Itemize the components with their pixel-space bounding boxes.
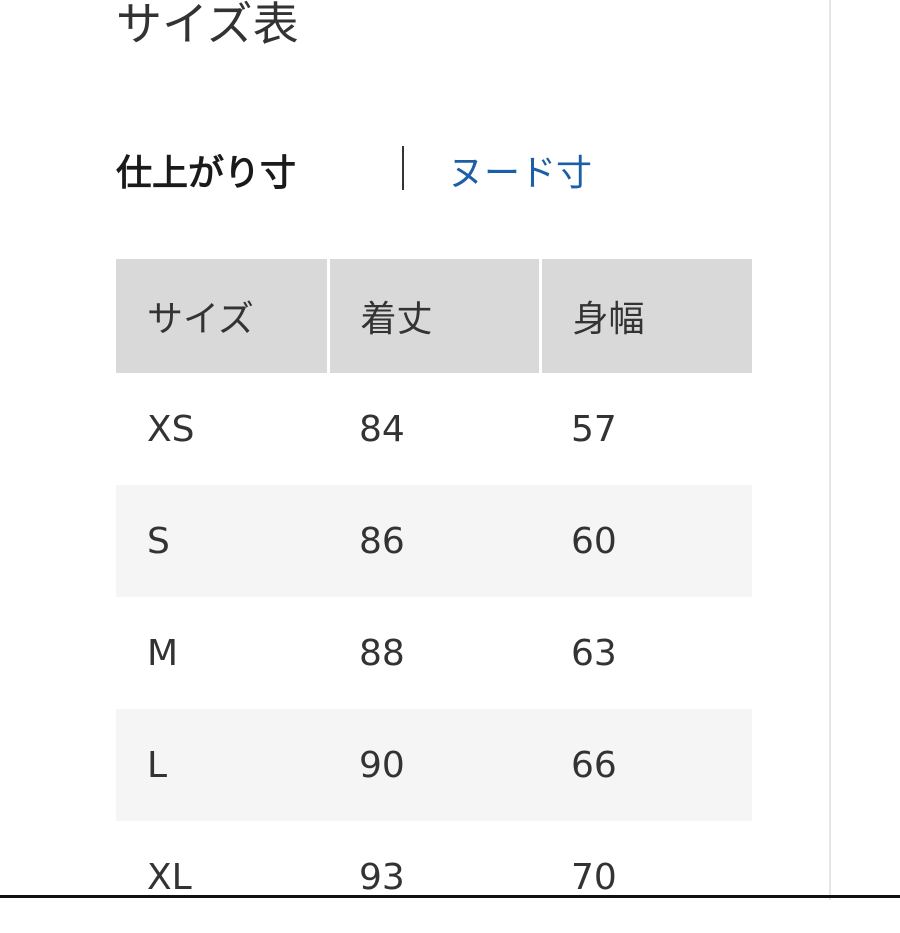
table-cell: 60 [540,485,752,597]
table-row: S 86 60 [116,485,752,597]
table-cell: XL [147,856,192,898]
table-cell: 84 [359,408,405,450]
table-cell: 93 [359,856,405,898]
table-cell: 66 [540,709,752,821]
panel-border [829,0,831,900]
table-row: L 90 66 [116,709,752,821]
column-header: サイズ [116,259,330,373]
table-cell: 70 [571,856,617,898]
table-row: XS 84 57 [116,373,752,485]
table-cell: 57 [571,408,617,450]
page: サイズ表 仕上がり寸 ヌード寸 サイズ 着丈 身幅 XS 84 57 S 86 60 M 88 63… [0,0,900,900]
column-header: 身幅 [540,259,752,373]
page-title: サイズ表 [116,0,299,51]
table-cell: M [147,632,179,674]
table-cell: S [116,485,328,597]
table-cell: L [116,709,328,821]
table-cell: 90 [328,709,540,821]
column-header: 着丈 [328,259,542,373]
size-table: サイズ 着丈 身幅 XS 84 57 S 86 60 M 88 63 L 90 66 XL 93 70 [116,259,752,933]
tab-divider [402,146,404,190]
table-body: XS 84 57 S 86 60 M 88 63 L 90 66 XL 93 70 [116,373,752,933]
table-cell: 88 [359,632,405,674]
table-row: M 88 63 [116,597,752,709]
header-row: サイズ 着丈 身幅 [116,259,752,373]
table-cell: XS [147,408,195,450]
bottom-border [0,895,900,898]
table-row: XL 93 70 [116,821,752,933]
table-cell: 86 [328,485,540,597]
table-cell: 63 [571,632,617,674]
tab-active[interactable]: 仕上がり寸 [116,153,297,194]
tab-link[interactable]: ヌード寸 [448,153,593,194]
